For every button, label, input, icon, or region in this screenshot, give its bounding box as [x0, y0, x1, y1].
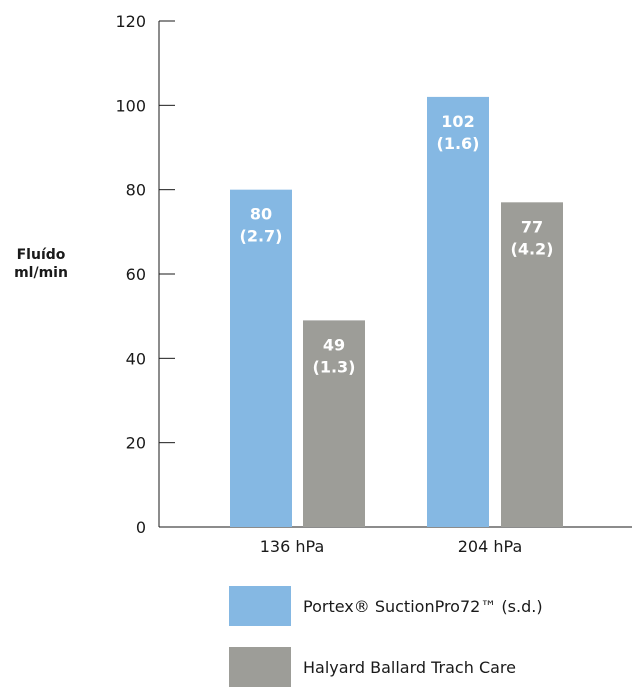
y-tick-label: 80 — [126, 181, 146, 200]
bar-data-label: 49 — [323, 335, 345, 354]
bar-data-label: 80 — [250, 205, 272, 224]
y-tick-label: 100 — [115, 96, 146, 115]
bar-data-label: (4.2) — [511, 239, 554, 258]
bar-data-label: (2.7) — [240, 227, 283, 246]
legend-swatch-halyard — [229, 647, 291, 687]
legend-swatch-portex — [229, 586, 291, 626]
y-tick-label: 0 — [136, 518, 146, 537]
bar-data-label: 102 — [441, 112, 474, 131]
y-axis-label-line-2: ml/min — [14, 265, 68, 281]
bar — [303, 320, 365, 527]
legend-item-portex: Portex® SuctionPro72™ (s.d.) — [229, 586, 543, 626]
legend-label-halyard: Halyard Ballard Trach Care — [303, 657, 516, 677]
y-tick-label: 60 — [126, 265, 146, 284]
x-tick-label: 204 hPa — [458, 537, 523, 556]
bar — [501, 202, 563, 528]
y-axis-label: Fluído ml/min — [6, 246, 76, 282]
bar-data-label: 77 — [521, 217, 543, 236]
y-tick-label: 120 — [115, 12, 146, 31]
y-tick-label: 20 — [126, 434, 146, 453]
legend-label-portex: Portex® SuctionPro72™ (s.d.) — [303, 596, 543, 616]
bar-data-label: (1.6) — [437, 134, 480, 153]
legend-item-halyard: Halyard Ballard Trach Care — [229, 647, 516, 687]
x-tick-label: 136 hPa — [260, 537, 325, 556]
bar — [230, 189, 292, 527]
bar-data-label: (1.3) — [313, 357, 356, 376]
y-axis-label-line-1: Fluído — [16, 247, 66, 263]
bar — [427, 96, 489, 528]
y-tick-label: 40 — [126, 349, 146, 368]
